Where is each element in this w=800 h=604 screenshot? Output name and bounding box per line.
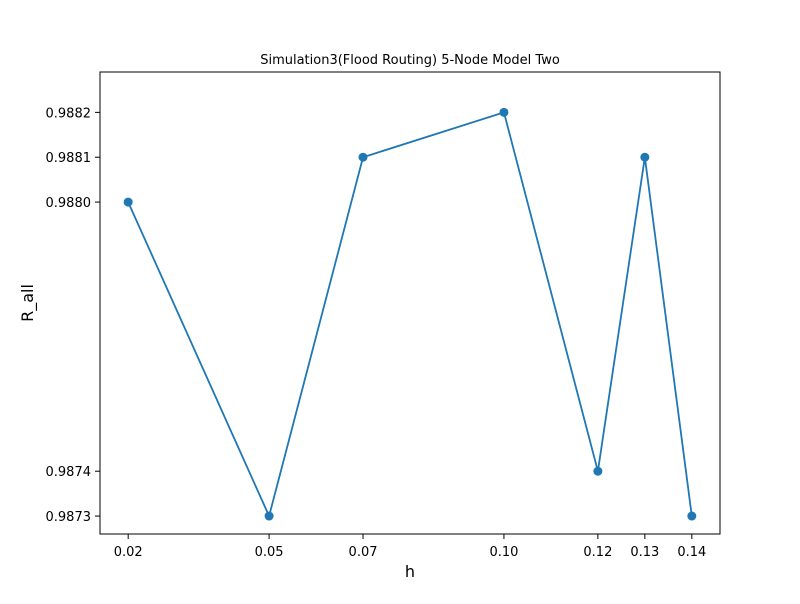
y-tick-label: 0.9880 (46, 196, 92, 211)
data-point (687, 511, 697, 521)
data-point (640, 152, 650, 162)
data-point (593, 466, 603, 476)
x-tick-label: 0.12 (583, 545, 612, 560)
x-tick-label: 0.02 (114, 545, 143, 560)
plot-area: 0.02 0.05 0.07 0.10 0.12 0.13 0.14 0.9873 0.9874… (46, 106, 707, 560)
x-tick-label: 0.10 (489, 545, 518, 560)
x-tick-label: 0.13 (630, 545, 659, 560)
data-point (123, 197, 133, 207)
y-tick-label: 0.9881 (46, 151, 92, 166)
data-point (358, 152, 368, 162)
x-tick-label: 0.14 (677, 545, 706, 560)
plot-frame (99, 71, 721, 535)
y-axis-label: R_all (18, 284, 38, 322)
data-point (499, 107, 509, 117)
y-tick-label: 0.9882 (46, 106, 92, 121)
y-tick-label: 0.9874 (46, 465, 92, 480)
chart-title: Simulation3(Flood Routing) 5-Node Model … (260, 53, 560, 68)
y-tick-label: 0.9873 (46, 510, 92, 525)
x-tick-label: 0.07 (349, 545, 378, 560)
data-point (264, 511, 274, 521)
x-tick-label: 0.05 (255, 545, 284, 560)
x-axis-label: h (405, 562, 415, 581)
